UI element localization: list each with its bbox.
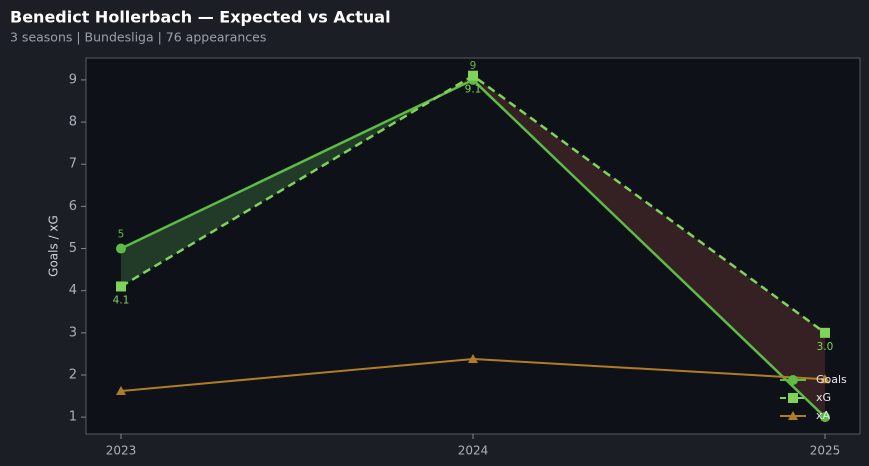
y-tick-label: 1 xyxy=(69,410,77,425)
marker xyxy=(468,70,478,81)
y-tick-label: 3 xyxy=(69,325,77,340)
x-tick-label: 2024 xyxy=(458,444,489,458)
fill-between xyxy=(437,75,473,97)
chart-subtitle: 3 seasons | Bundesliga | 76 appearances xyxy=(10,30,266,45)
value-label: 5 xyxy=(118,229,125,241)
x-tick-label: 2023 xyxy=(106,444,137,458)
marker xyxy=(116,386,126,396)
y-tick-label: 6 xyxy=(69,199,77,214)
legend-label: Goals xyxy=(816,373,847,386)
y-tick-label: 7 xyxy=(69,157,77,172)
marker xyxy=(820,327,830,338)
value-label: 9.1 xyxy=(465,84,482,96)
marker xyxy=(468,353,478,363)
value-label: 9 xyxy=(470,60,477,72)
chart-title: Benedict Hollerbach — Expected vs Actual xyxy=(10,8,391,27)
marker xyxy=(116,281,126,292)
y-tick-label: 4 xyxy=(69,283,77,298)
legend-label: xG xyxy=(816,391,831,404)
plot-area xyxy=(85,57,861,435)
value-label: 3.0 xyxy=(817,341,834,353)
legend-label: xA xyxy=(816,409,831,422)
marker xyxy=(116,243,126,254)
value-label: 4.1 xyxy=(113,294,130,306)
y-axis-label: Goals / xG xyxy=(47,215,61,277)
marker xyxy=(820,374,830,384)
marker xyxy=(788,393,798,403)
marker xyxy=(788,375,798,385)
y-tick-label: 5 xyxy=(69,241,77,256)
marker xyxy=(788,411,798,420)
marker xyxy=(820,412,830,423)
y-tick-label: 2 xyxy=(69,367,77,382)
x-tick-label: 2025 xyxy=(810,444,841,458)
y-tick-label: 9 xyxy=(69,72,77,87)
y-tick-label: 8 xyxy=(69,115,77,130)
